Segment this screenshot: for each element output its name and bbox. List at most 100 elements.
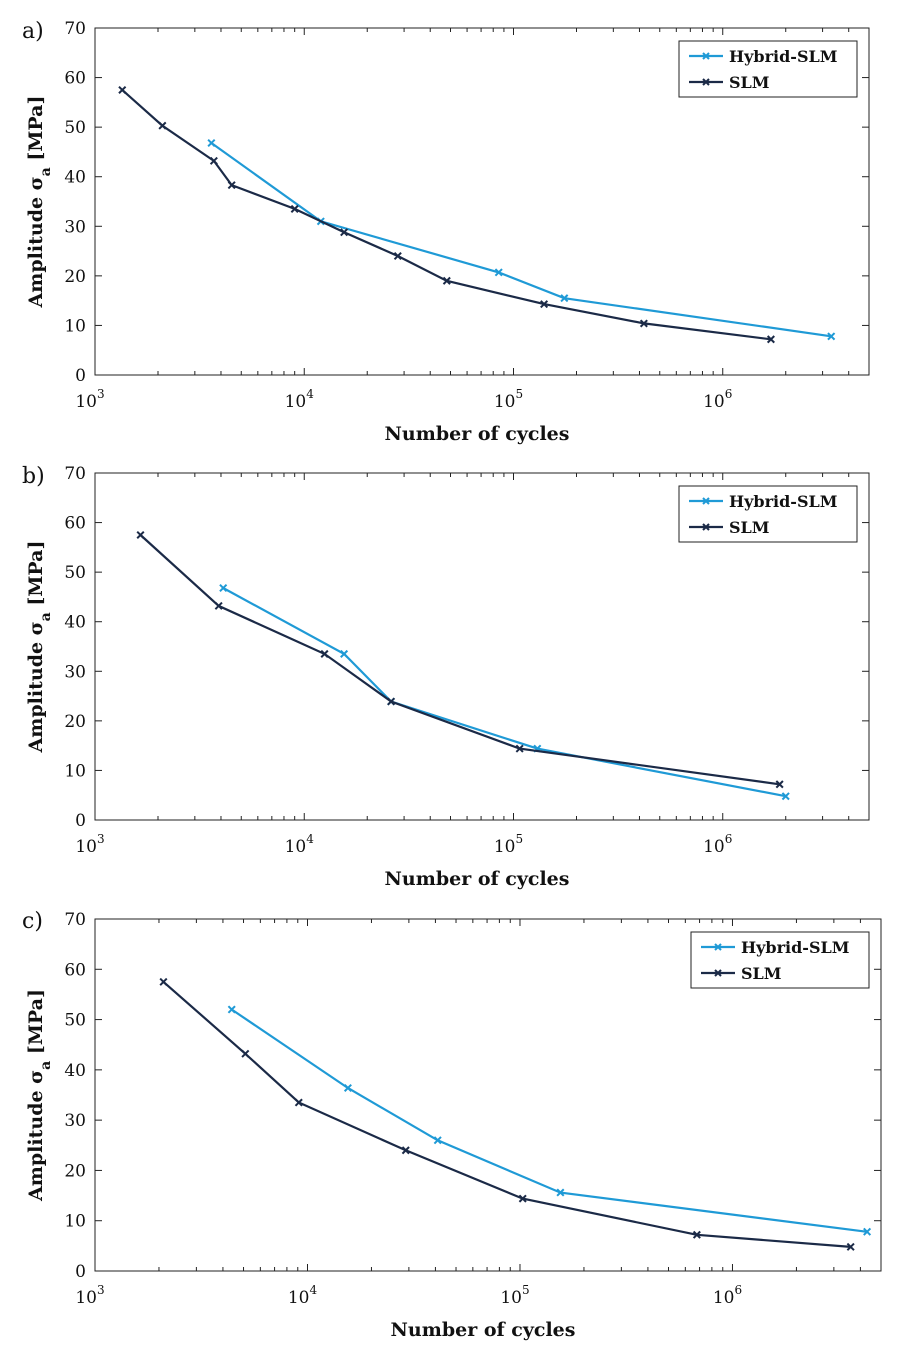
x-tick-label: 105	[494, 832, 523, 857]
y-tick-label: 60	[64, 514, 86, 534]
data-point-slm	[540, 300, 549, 309]
y-axis-label: Amplitude σa [MPa]	[25, 541, 54, 754]
data-point-slm	[158, 121, 167, 130]
legend: Hybrid-SLM SLM	[678, 40, 858, 98]
data-point-slm	[515, 744, 524, 753]
y-tick-label: 40	[64, 1061, 86, 1081]
data-point-hybrid-slm	[560, 294, 569, 303]
data-point-slm	[209, 156, 218, 165]
data-point-slm	[766, 335, 775, 344]
data-point-slm	[290, 204, 299, 213]
legend-label-slm: SLM	[729, 518, 770, 537]
data-point-slm	[846, 1242, 855, 1251]
legend-marker-hybrid-slm	[702, 497, 710, 505]
y-axis-label: Amplitude σa [MPa]	[25, 96, 54, 309]
y-tick-label: 50	[64, 1011, 86, 1031]
chart-panel-2: b) 0 10 20 30 40 50 60 70 103 104 105 106 Number of c…	[22, 464, 870, 890]
y-tick-label: 10	[64, 761, 86, 781]
x-tick-label: 106	[703, 387, 732, 412]
data-point-hybrid-slm	[863, 1227, 872, 1236]
panel-label: a)	[22, 19, 44, 44]
x-tick-label: 103	[75, 387, 104, 412]
y-tick-label: 20	[64, 712, 86, 732]
legend-box	[678, 40, 858, 98]
data-point-slm	[136, 530, 145, 539]
data-point-slm	[118, 85, 127, 94]
x-tick-label: 103	[75, 832, 104, 857]
y-tick-label: 20	[64, 267, 86, 287]
legend-label-slm: SLM	[741, 964, 782, 983]
y-tick-label: 70	[64, 910, 86, 930]
panel-label: c)	[22, 909, 43, 934]
legend-label-hybrid-slm: Hybrid-SLM	[729, 492, 837, 511]
data-point-hybrid-slm	[227, 1005, 236, 1014]
series-line-hybrid-slm	[231, 1008, 868, 1233]
y-tick-label: 0	[75, 366, 86, 386]
data-point-slm	[320, 649, 329, 658]
legend-marker-slm	[702, 523, 710, 531]
data-point-slm	[401, 1146, 410, 1155]
x-axis-label: Number of cycles	[385, 868, 570, 890]
chart-panel-3: c) 0 10 20 30 40 50 60 70 103 104 105 106 Number of c…	[22, 909, 882, 1341]
legend-label-hybrid-slm: Hybrid-SLM	[741, 938, 849, 957]
y-tick-label: 30	[64, 1111, 86, 1131]
data-point-slm	[340, 228, 349, 237]
data-point-slm	[227, 181, 236, 190]
axes-frame	[94, 472, 870, 821]
legend-marker-slm	[702, 78, 710, 86]
x-tick-label: 106	[713, 1283, 742, 1308]
data-point-hybrid-slm	[207, 138, 216, 148]
y-tick-label: 0	[75, 1262, 86, 1282]
y-tick-label: 50	[64, 118, 86, 138]
data-point-hybrid-slm	[340, 649, 349, 658]
data-point-slm	[639, 319, 648, 328]
legend-marker-hybrid-slm	[714, 943, 722, 951]
x-tick-label: 104	[285, 387, 315, 412]
legend: Hybrid-SLM SLM	[690, 931, 870, 989]
axes-frame	[94, 27, 870, 376]
y-tick-label: 40	[64, 613, 86, 633]
x-tick-label: 103	[75, 1283, 104, 1308]
data-point-slm	[241, 1049, 250, 1058]
y-axis-label: Amplitude σa [MPa]	[25, 989, 54, 1202]
series-line-hybrid-slm	[210, 142, 832, 338]
y-tick-label: 10	[64, 1212, 86, 1232]
legend: Hybrid-SLM SLM	[678, 485, 858, 543]
data-point-slm	[159, 977, 168, 986]
y-tick-label: 70	[64, 464, 86, 484]
legend-box	[678, 485, 858, 543]
data-point-slm	[442, 276, 451, 285]
y-tick-label: 0	[75, 811, 86, 831]
axes-frame	[94, 918, 882, 1272]
x-axis-label: Number of cycles	[385, 423, 570, 445]
chart-panel-1: a) 0 10 20 30 40 50 60 70 103 104 105 106 Number of c…	[22, 19, 870, 445]
y-tick-label: 60	[64, 960, 86, 980]
y-tick-label: 10	[64, 316, 86, 336]
data-point-slm	[387, 697, 396, 706]
y-tick-label: 30	[64, 662, 86, 682]
x-tick-label: 104	[288, 1283, 318, 1308]
data-point-slm	[518, 1194, 527, 1203]
series-line-hybrid-slm	[222, 587, 786, 798]
series-line-slm	[121, 89, 772, 341]
data-point-hybrid-slm	[556, 1188, 565, 1197]
data-point-slm	[393, 252, 402, 261]
legend-box	[690, 931, 870, 989]
x-axis-label: Number of cycles	[391, 1319, 576, 1341]
series-line-slm	[139, 534, 780, 786]
y-tick-label: 50	[64, 563, 86, 583]
x-tick-label: 105	[494, 387, 523, 412]
data-point-hybrid-slm	[494, 268, 503, 277]
x-tick-label: 104	[285, 832, 315, 857]
panel-label: b)	[22, 464, 45, 489]
series-line-slm	[162, 981, 851, 1248]
y-tick-label: 20	[64, 1161, 86, 1181]
legend-label-hybrid-slm: Hybrid-SLM	[729, 47, 837, 66]
legend-label-slm: SLM	[729, 73, 770, 92]
data-point-slm	[214, 601, 223, 610]
x-tick-label: 106	[703, 832, 732, 857]
x-tick-label: 105	[500, 1283, 529, 1308]
y-tick-label: 60	[64, 69, 86, 89]
data-point-slm	[692, 1230, 701, 1239]
legend-marker-hybrid-slm	[702, 52, 710, 60]
